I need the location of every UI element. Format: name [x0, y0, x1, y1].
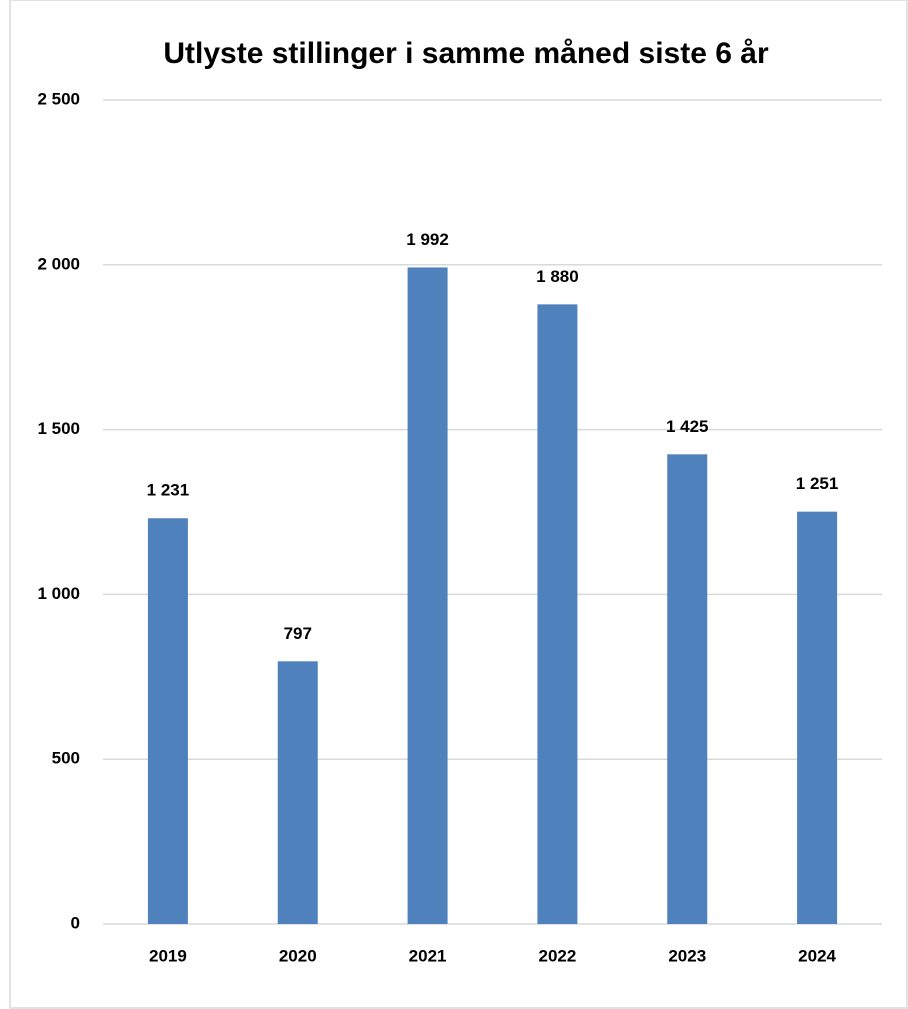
y-tick-label: 500: [52, 749, 80, 768]
data-label: 1 425: [666, 417, 709, 436]
y-tick-label: 1 500: [37, 419, 80, 438]
chart-title: Utlyste stillinger i samme måned siste 6…: [163, 37, 769, 70]
x-tick-label: 2019: [149, 946, 187, 965]
y-tick-label: 2 500: [37, 89, 80, 108]
data-label: 1 231: [147, 481, 190, 500]
y-tick-label: 2 000: [37, 254, 80, 273]
data-label: 797: [284, 624, 312, 643]
x-tick-label: 2024: [798, 946, 836, 965]
bar: [537, 304, 578, 924]
bar: [147, 518, 188, 924]
x-tick-label: 2020: [279, 946, 317, 965]
chart-frame: [9, 0, 908, 1009]
data-label: 1 880: [536, 267, 579, 286]
data-label: 1 251: [796, 474, 839, 493]
x-tick-label: 2022: [539, 946, 577, 965]
bar: [407, 267, 448, 925]
bar: [797, 511, 838, 924]
data-label: 1 992: [406, 230, 449, 249]
x-tick-label: 2023: [668, 946, 706, 965]
y-tick-label: 0: [71, 913, 80, 932]
bar: [277, 661, 318, 924]
x-tick-label: 2021: [409, 946, 447, 965]
bar: [667, 454, 708, 924]
y-tick-label: 1 000: [37, 584, 80, 603]
